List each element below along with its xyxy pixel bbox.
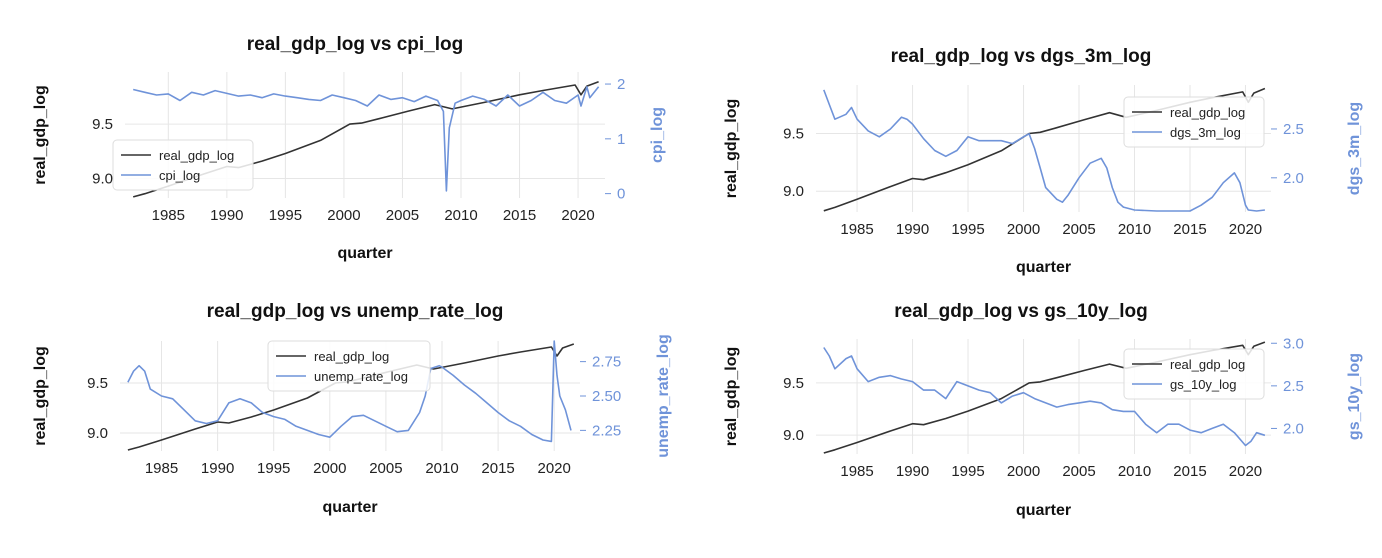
x-tick-label: 1995 (269, 207, 302, 224)
x-tick-label: 2005 (1062, 463, 1095, 480)
legend-box (1123, 96, 1265, 148)
series-line-dgs-3m-log (823, 89, 1265, 212)
y-tick-label: 9.5 (87, 375, 108, 392)
x-tick-label: 2010 (425, 460, 458, 477)
y2-axis-label: gs_10y_log (1346, 353, 1363, 440)
chart-title: real_gdp_log vs gs_10y_log (894, 301, 1147, 322)
y-tick-label: 9.0 (783, 183, 804, 200)
x-tick-label: 2020 (561, 207, 594, 224)
x-tick-label: 1995 (951, 463, 984, 480)
chart-svg-unemp-rate: 1985 1990 1995 2000 2005 2010 2015 2020 9.0 9.5 2.… (32, 301, 672, 516)
legend-label: real_gdp_log (1170, 105, 1245, 120)
y2-axis-label: unemp_rate_log (655, 334, 672, 458)
y2-tick-label: 0 (617, 186, 625, 203)
x-tick-label: 2010 (444, 207, 477, 224)
y2-tick-label: 2 (617, 76, 625, 93)
x-axis-label: quarter (322, 499, 377, 516)
series-line-gs-10y-log (823, 347, 1266, 447)
x-tick-label: 2000 (1007, 463, 1040, 480)
x-tick-label: 1995 (257, 460, 290, 477)
y-tick-label: 9.0 (783, 427, 804, 444)
y-tick-label: 9.5 (92, 116, 113, 133)
y2-tick-label: 2.0 (1283, 170, 1304, 187)
chart-panel-dgs-3m: 1985 1990 1995 2000 2005 2010 2015 2020 9.0 9.5 2.… (691, 0, 1382, 279)
x-tick-label: 1985 (152, 207, 185, 224)
y2-tick-label: 2.25 (592, 422, 621, 439)
x-tick-label: 2020 (1229, 463, 1262, 480)
chart-title: real_gdp_log vs cpi_log (247, 34, 463, 55)
x-tick-label: 2015 (481, 460, 514, 477)
series-line-real-gdp-log (823, 341, 1266, 454)
y2-axis-label: dgs_3m_log (1346, 102, 1363, 195)
y-tick-label: 9.5 (783, 375, 804, 392)
y-axis-label: real_gdp_log (723, 99, 740, 199)
x-tick-label: 2015 (503, 207, 536, 224)
legend-box (112, 139, 254, 191)
x-tick-label: 1985 (840, 221, 873, 238)
chart-panel-gs-10y: 1985 1990 1995 2000 2005 2010 2015 2020 9.0 9.5 2.… (691, 279, 1382, 558)
chart-title: real_gdp_log vs unemp_rate_log (207, 301, 504, 322)
x-tick-label: 2015 (1173, 463, 1206, 480)
x-axis-label: quarter (1016, 259, 1071, 276)
y-tick-label: 9.0 (87, 425, 108, 442)
legend-label: real_gdp_log (159, 148, 234, 163)
x-tick-label: 1990 (896, 463, 929, 480)
y-axis-label: real_gdp_log (32, 346, 49, 446)
chart-svg-gs-10y: 1985 1990 1995 2000 2005 2010 2015 2020 9.0 9.5 2.… (723, 301, 1363, 519)
series-line-unemp-rate-log (127, 340, 572, 443)
legend-label: unemp_rate_log (314, 369, 408, 384)
x-tick-label: 2020 (1229, 221, 1262, 238)
x-tick-label: 2015 (1173, 221, 1206, 238)
x-tick-label: 2005 (1062, 221, 1095, 238)
y-tick-label: 9.0 (92, 170, 113, 187)
legend-label: real_gdp_log (1170, 357, 1245, 372)
x-tick-label: 2000 (327, 207, 360, 224)
chart-svg-cpi: 1985 1990 1995 2000 2005 2010 2015 2020 9.0 9.5 0 1… (32, 34, 666, 262)
y2-axis-label: cpi_log (649, 107, 666, 163)
y-axis-label: real_gdp_log (723, 347, 740, 447)
y2-tick-label: 2.50 (592, 388, 621, 405)
chart-title: real_gdp_log vs dgs_3m_log (891, 46, 1152, 67)
legend-label: dgs_3m_log (1170, 125, 1241, 140)
x-axis-label: quarter (1016, 502, 1071, 519)
legend-label: real_gdp_log (314, 349, 389, 364)
series-line-cpi-log (133, 86, 600, 192)
y2-tick-label: 2.5 (1283, 121, 1304, 138)
x-tick-label: 1990 (896, 221, 929, 238)
chart-svg-dgs-3m: 1985 1990 1995 2000 2005 2010 2015 2020 9.0 9.5 2.… (723, 46, 1363, 276)
y-axis-label: real_gdp_log (32, 85, 49, 185)
x-tick-label: 1985 (840, 463, 873, 480)
y-tick-label: 9.5 (783, 125, 804, 142)
x-tick-label: 2010 (1118, 221, 1151, 238)
legend-label: gs_10y_log (1170, 377, 1237, 392)
legend-box (1123, 348, 1265, 400)
x-tick-label: 2000 (1007, 221, 1040, 238)
series-line-real-gdp-log (823, 87, 1266, 212)
chart-panel-unemp-rate: 1985 1990 1995 2000 2005 2010 2015 2020 9.0 9.5 2.… (0, 279, 691, 558)
x-tick-label: 2000 (313, 460, 346, 477)
y2-tick-label: 1 (617, 131, 625, 148)
x-tick-label: 1990 (201, 460, 234, 477)
y2-tick-label: 3.0 (1283, 335, 1304, 352)
y2-tick-label: 2.75 (592, 354, 621, 371)
x-tick-label: 1985 (145, 460, 178, 477)
y2-tick-label: 2.0 (1283, 420, 1304, 437)
chart-panel-cpi: 1985 1990 1995 2000 2005 2010 2015 2020 9.0 9.5 0 1… (0, 0, 691, 279)
x-tick-label: 2005 (386, 207, 419, 224)
x-tick-label: 1990 (210, 207, 243, 224)
x-tick-label: 2005 (369, 460, 402, 477)
x-tick-label: 1995 (951, 221, 984, 238)
x-tick-label: 2010 (1118, 463, 1151, 480)
y2-tick-label: 2.5 (1283, 378, 1304, 395)
x-axis-label: quarter (337, 245, 392, 262)
legend-label: cpi_log (159, 168, 200, 183)
legend-box (267, 340, 431, 392)
x-tick-label: 2020 (538, 460, 571, 477)
